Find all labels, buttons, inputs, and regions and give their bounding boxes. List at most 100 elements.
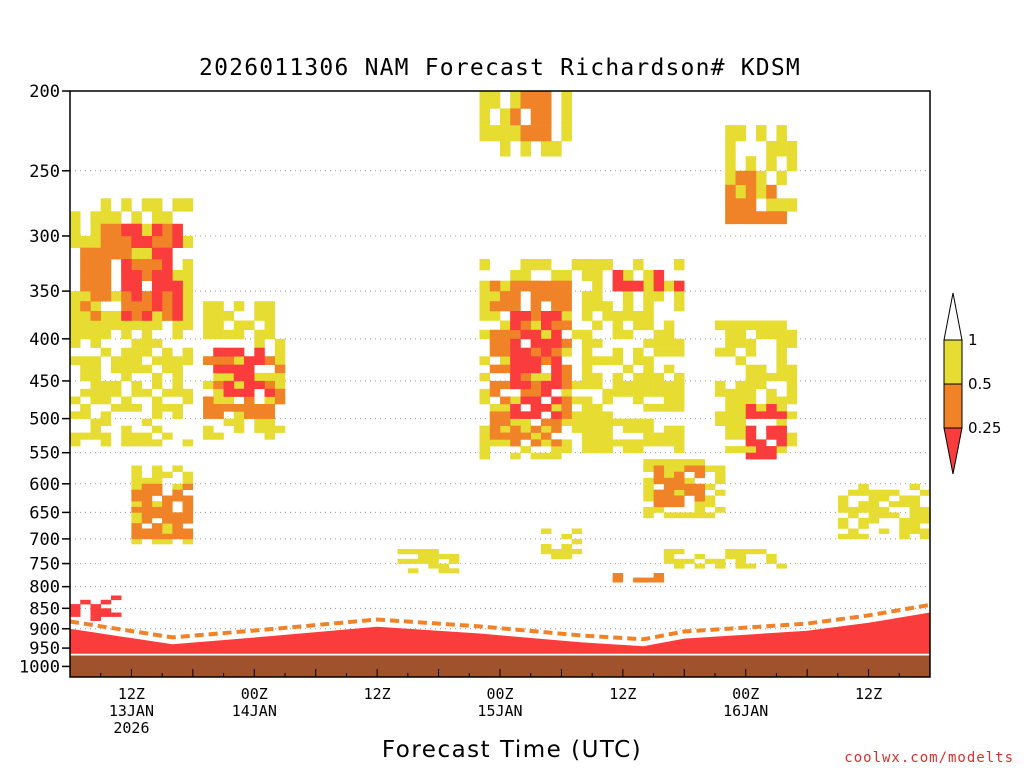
ri-cell-yellow	[592, 356, 603, 365]
ri-cell-yellow	[653, 439, 665, 447]
ri-cell-yellow	[131, 211, 142, 225]
ri-cell-orange	[121, 301, 132, 312]
ri-cell-yellow	[633, 418, 644, 426]
ri-cell-orange	[172, 517, 183, 524]
ri-cell-orange	[489, 329, 501, 340]
y-tick-label: 1000	[19, 657, 60, 677]
ri-cell-red	[756, 446, 767, 453]
ri-cell-yellow	[653, 459, 665, 466]
ri-cell-red	[530, 411, 542, 419]
ri-cell-yellow	[233, 320, 245, 331]
ri-cell-yellow	[131, 404, 142, 412]
ri-cell-yellow	[90, 329, 101, 340]
ri-cell-red	[745, 411, 757, 419]
ri-cell-yellow	[581, 338, 593, 348]
ri-cell-red	[520, 380, 531, 390]
ri-cell-yellow	[448, 568, 460, 574]
ri-cell-yellow	[264, 311, 275, 321]
ri-cell-orange	[162, 533, 173, 540]
ri-cell-yellow	[735, 553, 746, 560]
ri-cell-yellow	[766, 553, 777, 560]
ri-cell-orange	[90, 280, 101, 292]
ri-cell-yellow	[90, 211, 101, 225]
ri-cell-yellow	[233, 380, 245, 390]
ri-cell-orange	[663, 477, 675, 485]
ri-cell-yellow	[111, 388, 122, 397]
ri-cell-orange	[520, 388, 531, 397]
ri-cell-yellow	[213, 320, 224, 331]
ri-cell-red	[151, 291, 163, 302]
ri-cell-yellow	[663, 459, 675, 466]
ri-cell-yellow	[868, 495, 880, 502]
ri-cell-yellow	[674, 291, 685, 302]
ri-cell-yellow	[479, 291, 490, 302]
ri-cell-yellow	[233, 418, 245, 426]
ri-cell-yellow	[172, 380, 183, 390]
ri-cell-yellow	[561, 446, 572, 453]
ri-cell-yellow	[868, 489, 880, 496]
ri-cell-red	[172, 311, 183, 321]
credit-link[interactable]: coolwx.com/modelts	[844, 750, 1014, 766]
ri-cell-orange	[151, 236, 163, 248]
ri-cell-yellow	[223, 372, 235, 382]
ri-cell-orange	[510, 301, 521, 312]
ri-cell-yellow	[674, 372, 685, 382]
x-tick-label: 00Z	[241, 685, 268, 703]
ri-cell-yellow	[80, 411, 91, 419]
ri-cell-yellow	[80, 329, 91, 340]
ri-cell-red	[90, 608, 101, 613]
ri-cell-orange	[489, 338, 501, 348]
ri-cell-yellow	[182, 198, 194, 212]
ri-cell-yellow	[622, 270, 634, 281]
ri-cell-orange	[735, 170, 746, 186]
ri-cell-yellow	[663, 471, 675, 479]
ri-cell-yellow	[244, 320, 255, 331]
ri-cell-yellow	[725, 549, 736, 555]
ri-cell-orange	[500, 364, 511, 374]
ri-cell-orange	[663, 501, 675, 508]
ri-cell-orange	[561, 380, 572, 390]
ri-cell-yellow	[70, 291, 81, 302]
ri-cell-orange	[141, 301, 153, 312]
ri-cell-yellow	[500, 280, 511, 292]
ri-cell-yellow	[151, 211, 163, 225]
ri-cell-yellow	[633, 259, 644, 271]
ri-cell-red	[766, 425, 777, 433]
ri-cell-yellow	[745, 156, 757, 172]
ri-cell-yellow	[786, 141, 798, 157]
ri-cell-yellow	[541, 528, 552, 534]
ri-cell-yellow	[141, 388, 153, 397]
ri-cell-yellow	[213, 329, 224, 340]
ri-cell-red	[766, 432, 777, 440]
ri-cell-red	[244, 380, 255, 390]
ri-cell-orange	[162, 517, 173, 524]
ri-cell-orange	[612, 577, 624, 583]
ri-cell-yellow	[633, 311, 644, 321]
ri-cell-orange	[541, 108, 552, 126]
ri-cell-orange	[653, 465, 665, 472]
ri-cell-yellow	[121, 404, 132, 412]
ri-cell-yellow	[274, 372, 286, 382]
ri-cell-yellow	[592, 439, 603, 447]
ri-cell-orange	[111, 223, 122, 237]
ri-cell-yellow	[786, 388, 798, 397]
ri-cell-yellow	[622, 418, 634, 426]
ri-cell-orange	[213, 411, 224, 419]
ri-cell-orange	[530, 91, 542, 109]
ri-cell-yellow	[622, 329, 634, 340]
ri-cell-orange	[213, 404, 224, 412]
ri-cell-yellow	[756, 549, 767, 555]
ri-cell-yellow	[899, 517, 910, 524]
ri-cell-orange	[551, 320, 562, 331]
ri-cell-red	[510, 372, 521, 382]
ri-cell-yellow	[530, 452, 542, 460]
ri-cell-yellow	[715, 388, 726, 397]
ri-cell-yellow	[571, 538, 583, 545]
ri-cell-red	[541, 380, 552, 390]
ri-cell-yellow	[633, 446, 644, 453]
ri-cell-yellow	[151, 338, 163, 348]
ri-cell-yellow	[203, 320, 214, 331]
ri-cell-yellow	[786, 396, 798, 405]
ri-cell-yellow	[162, 364, 173, 374]
